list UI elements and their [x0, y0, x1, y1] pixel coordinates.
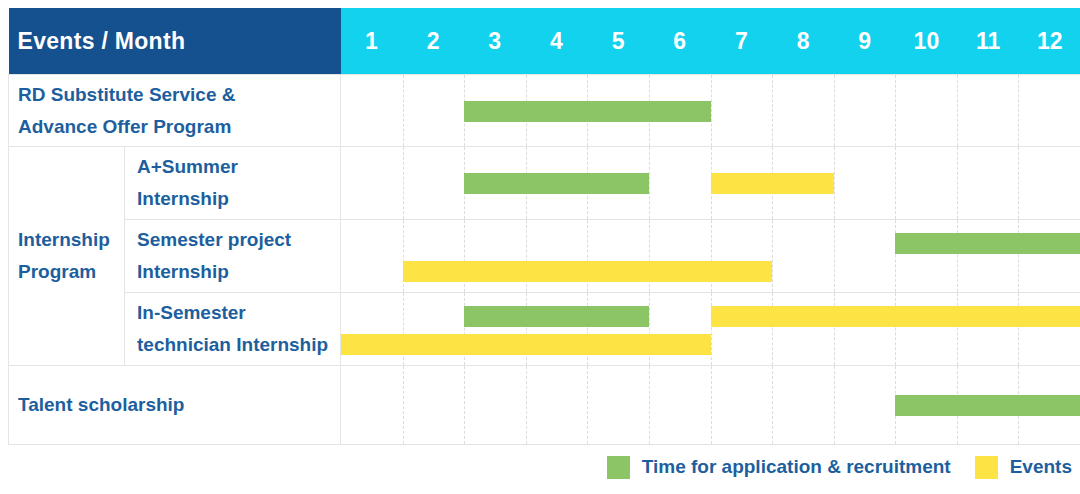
month-gridline	[834, 293, 835, 365]
events-month-header: Events / Month	[9, 8, 341, 75]
bar-event	[403, 261, 773, 282]
gantt-row: Internship ProgramA+Summer Internship	[9, 147, 1080, 220]
header-row: Events / Month 123456789101112	[9, 8, 1080, 75]
month-gridline	[895, 75, 896, 146]
month-gridline	[834, 75, 835, 146]
month-gridline	[772, 293, 773, 365]
legend: Time for application & recruitment Event…	[8, 452, 1072, 482]
row-chart-cell	[341, 366, 1080, 445]
month-gridline	[649, 147, 650, 219]
month-gridline	[711, 293, 712, 365]
month-gridline	[772, 220, 773, 292]
row-label: RD Substitute Service & Advance Offer Pr…	[9, 75, 341, 147]
row-chart-cell	[341, 220, 1080, 293]
bar-application	[464, 173, 649, 194]
month-gridline	[711, 366, 712, 444]
group-label: Internship Program	[9, 147, 125, 366]
events-color-swatch	[975, 456, 998, 479]
month-header-7: 7	[711, 8, 773, 74]
month-gridline	[957, 220, 958, 292]
bar-event	[341, 334, 711, 355]
month-header-9: 9	[834, 8, 896, 74]
month-header-3: 3	[464, 8, 526, 74]
month-gridline	[834, 220, 835, 292]
bar-event	[711, 306, 1080, 327]
month-gridline	[772, 366, 773, 444]
legend-item-events: Events	[975, 456, 1072, 479]
month-header-10: 10	[896, 8, 958, 74]
months-header-cell: 123456789101112	[341, 8, 1080, 75]
month-header-4: 4	[526, 8, 588, 74]
month-gridline	[403, 147, 404, 219]
month-gridline	[957, 75, 958, 146]
gantt-row: In-Semester technician Internship	[9, 293, 1080, 366]
month-gridline	[895, 147, 896, 219]
row-chart-cell	[341, 147, 1080, 220]
month-gridline	[1018, 75, 1019, 146]
month-header-11: 11	[957, 8, 1019, 74]
month-gridline	[834, 147, 835, 219]
month-gridline	[403, 75, 404, 146]
month-gridline	[957, 293, 958, 365]
month-gridline	[403, 366, 404, 444]
bar-application	[464, 101, 710, 122]
bar-application	[464, 306, 649, 327]
gantt-row: Semester project Internship	[9, 220, 1080, 293]
month-gridline	[587, 366, 588, 444]
row-label: A+Summer Internship	[125, 147, 341, 220]
month-header-row: 123456789101112	[341, 8, 1080, 74]
month-gridline	[772, 75, 773, 146]
legend-label-events: Events	[1010, 456, 1072, 478]
month-gridline	[1018, 220, 1019, 292]
month-header-8: 8	[772, 8, 834, 74]
row-chart-cell	[341, 293, 1080, 366]
month-gridline	[526, 366, 527, 444]
row-label: Talent scholarship	[9, 366, 341, 445]
gantt-rows: RD Substitute Service & Advance Offer Pr…	[9, 75, 1080, 445]
month-gridline	[649, 366, 650, 444]
month-gridline	[957, 147, 958, 219]
gantt-row: RD Substitute Service & Advance Offer Pr…	[9, 75, 1080, 147]
month-gridline	[1018, 147, 1019, 219]
bar-application	[895, 395, 1080, 416]
row-label: In-Semester technician Internship	[125, 293, 341, 366]
month-gridline	[895, 293, 896, 365]
gantt-chart-page: Events / Month 123456789101112 RD Substi…	[0, 0, 1080, 494]
month-header-12: 12	[1019, 8, 1080, 74]
month-header-1: 1	[341, 8, 403, 74]
month-header-2: 2	[402, 8, 464, 74]
legend-item-application: Time for application & recruitment	[607, 456, 951, 479]
row-label: Semester project Internship	[125, 220, 341, 293]
gantt-table: Events / Month 123456789101112 RD Substi…	[8, 8, 1080, 445]
month-gridline	[895, 220, 896, 292]
month-header-5: 5	[587, 8, 649, 74]
gantt-row: Talent scholarship	[9, 366, 1080, 445]
bar-application	[895, 233, 1080, 254]
month-gridline	[711, 75, 712, 146]
month-gridline	[1018, 293, 1019, 365]
bar-event	[711, 173, 834, 194]
month-gridline	[464, 366, 465, 444]
month-gridline	[834, 366, 835, 444]
legend-label-application: Time for application & recruitment	[642, 456, 951, 478]
month-header-6: 6	[649, 8, 711, 74]
application-color-swatch	[607, 456, 630, 479]
row-chart-cell	[341, 75, 1080, 147]
